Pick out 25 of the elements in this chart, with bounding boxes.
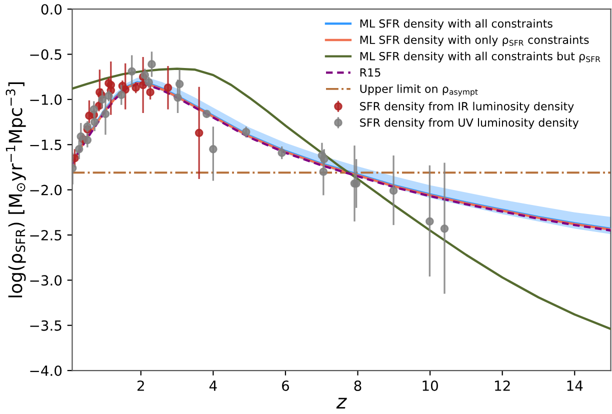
x-tick-label: 4 [209,380,217,391]
legend-label: ML SFR density with all constraints but ρ$_{SFR}$ [360,52,600,63]
x-tick-label: 14 [567,380,583,391]
y-tick-label: −1.5 [30,140,62,150]
legend-label: R15 [360,68,380,77]
x-tick-label: 12 [495,380,510,391]
y-tick-label: −3.0 [30,275,62,286]
x-tick-label: 10 [422,380,438,392]
legend-label: SFR density from IR luminosity density [360,102,574,113]
y-tick-label: −2.5 [30,230,62,240]
legend-label: SFR density from UV luminosity density [360,118,579,129]
legend-label: ML SFR density with all constraints [360,19,552,30]
y-tick-label: −1.0 [30,94,62,105]
y-tick-label: −4.0 [30,366,62,376]
y-tick-label: 0.0 [41,4,62,15]
x-axis-title: z [336,398,347,408]
y-tick-label: −3.5 [30,320,62,331]
x-tick-label: 8 [354,380,362,392]
legend-label: Upper limit on ρ$_{asympt}$ [360,84,478,96]
y-tick-label: −2.0 [30,184,62,196]
x-tick-label: 2 [137,380,144,391]
y-tick-label: −0.5 [30,49,62,60]
text: log(ρ$_{SFR}$) [M$_{⊙}$yr$^{−1}$Mpc$^{−3}$] [6,82,26,298]
legend-label: ML SFR density with only ρ$_{SFR}$ constraints [360,35,589,46]
x-tick-label: 6 [282,380,290,392]
